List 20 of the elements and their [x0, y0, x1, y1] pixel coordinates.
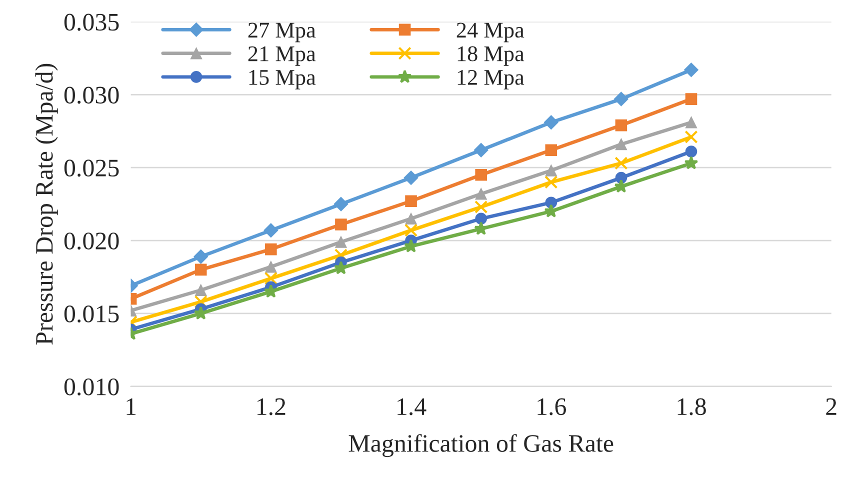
x-axis-title: Magnification of Gas Rate — [348, 434, 614, 458]
legend-label: 21 Mpa — [248, 46, 316, 66]
x-tick-label: 1.2 — [258, 398, 286, 416]
x-tick-label: 1.4 — [398, 398, 426, 416]
y-tick-label: 0.020 — [64, 232, 119, 250]
x-tick-label: 1 — [126, 398, 136, 415]
legend-label: 27 Mpa — [248, 22, 316, 42]
legend-label: 15 Mpa — [249, 70, 316, 90]
legend-label: 12 Mpa — [458, 70, 524, 90]
y-tick-label: 0.035 — [64, 14, 119, 31]
x-tick-label: 2 — [826, 398, 836, 415]
x-tick-label: 1.6 — [538, 398, 566, 416]
y-tick-label: 0.015 — [64, 306, 119, 322]
legend-label: 18 Mpa — [458, 46, 524, 66]
y-axis-title: Pressure Drop Rate (Mpa/d) — [35, 64, 58, 345]
x-tick-label: 1.8 — [678, 398, 706, 416]
legend-label: 24 Mpa — [456, 22, 524, 42]
y-tick-label: 0.010 — [64, 378, 119, 396]
y-tick-label: 0.030 — [64, 86, 119, 104]
y-tick-label: 0.025 — [64, 160, 119, 177]
